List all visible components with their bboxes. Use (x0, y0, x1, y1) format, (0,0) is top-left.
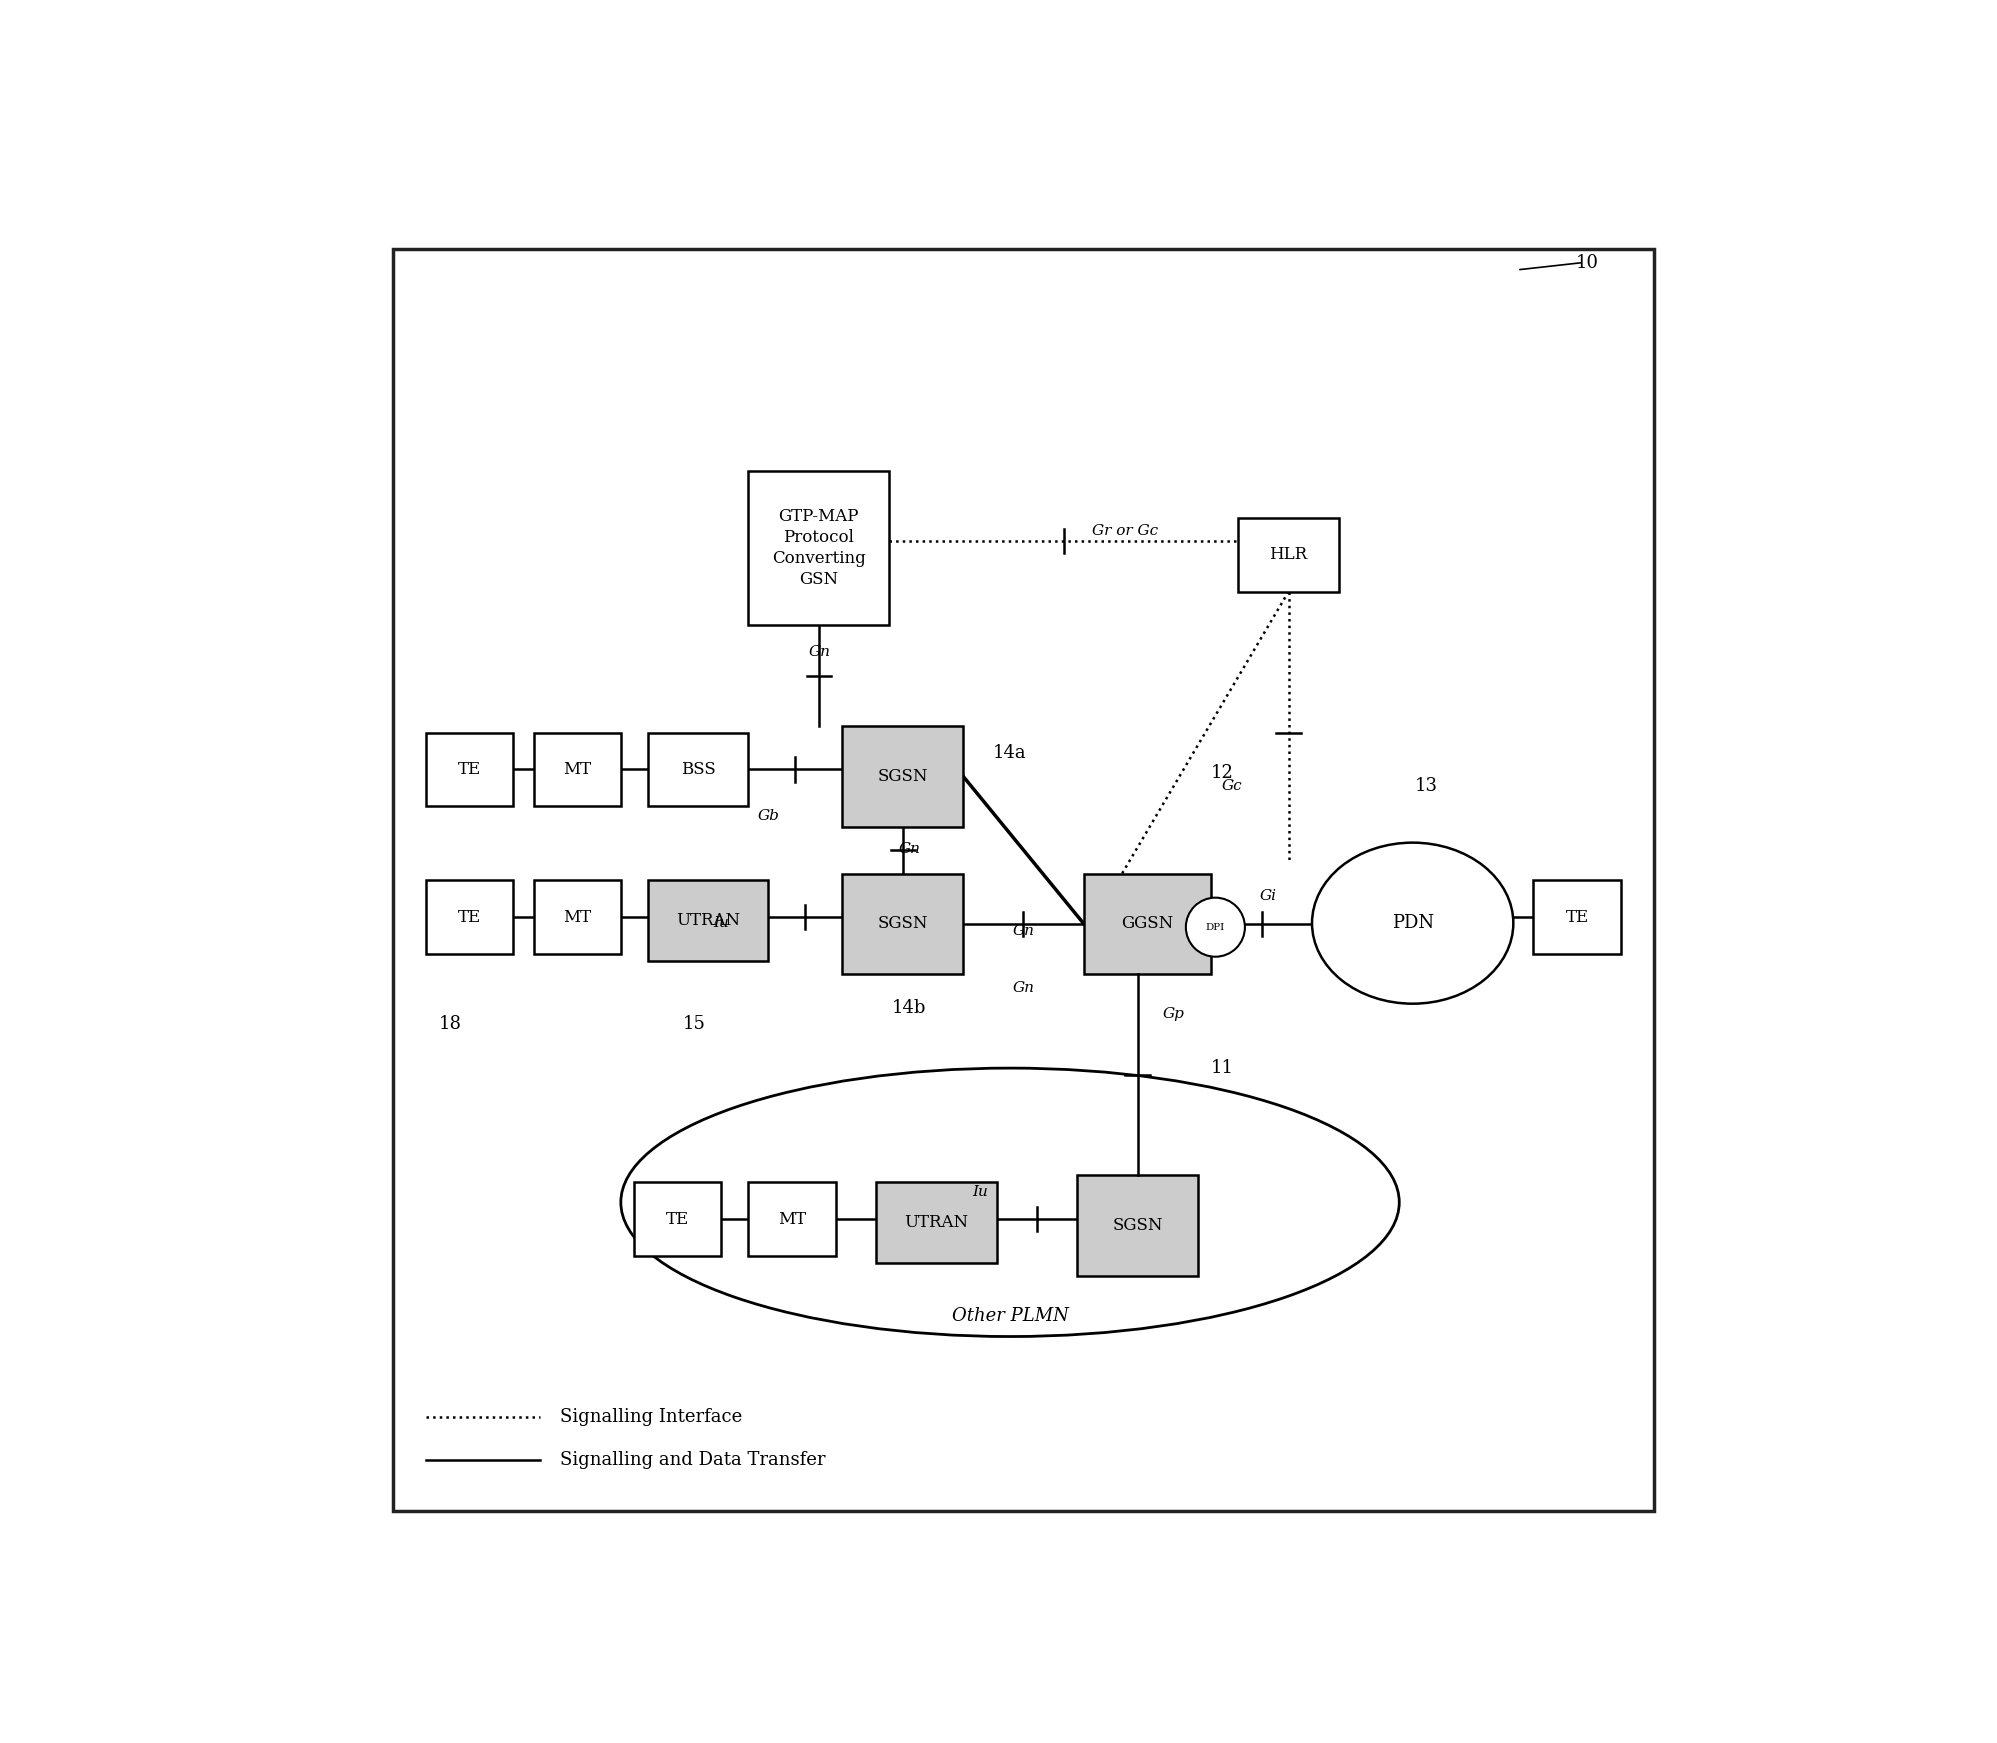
Text: HLR: HLR (1270, 546, 1308, 563)
FancyBboxPatch shape (647, 732, 749, 807)
FancyBboxPatch shape (533, 732, 621, 807)
FancyBboxPatch shape (1076, 1175, 1198, 1276)
FancyBboxPatch shape (1084, 873, 1212, 974)
Text: Signalling Interface: Signalling Interface (561, 1408, 743, 1426)
Text: 14b: 14b (893, 999, 927, 1016)
Text: MT: MT (563, 908, 591, 926)
Text: Gi: Gi (1260, 889, 1276, 903)
Text: GTP-MAP
Protocol
Converting
GSN: GTP-MAP Protocol Converting GSN (773, 509, 865, 587)
FancyBboxPatch shape (425, 732, 513, 807)
Text: 12: 12 (1210, 763, 1234, 783)
Text: Gn: Gn (809, 645, 831, 659)
Text: 15: 15 (683, 1014, 707, 1034)
Text: TE: TE (457, 908, 481, 926)
Text: PDN: PDN (1392, 913, 1434, 933)
FancyBboxPatch shape (877, 1182, 997, 1262)
Text: SGSN: SGSN (877, 767, 929, 784)
Text: Gn: Gn (1012, 924, 1034, 938)
Text: 10: 10 (1576, 254, 1600, 272)
Text: UTRAN: UTRAN (677, 912, 741, 929)
Text: Gc: Gc (1222, 779, 1242, 793)
Text: Gr or Gc: Gr or Gc (1092, 525, 1158, 539)
Text: GGSN: GGSN (1122, 915, 1174, 933)
Text: Iu: Iu (713, 917, 729, 931)
Text: 11: 11 (1210, 1060, 1234, 1077)
FancyBboxPatch shape (393, 249, 1654, 1511)
Text: 14a: 14a (993, 744, 1026, 762)
Text: Signalling and Data Transfer: Signalling and Data Transfer (561, 1450, 827, 1469)
Text: SGSN: SGSN (877, 915, 929, 933)
FancyBboxPatch shape (749, 1182, 835, 1257)
Text: MT: MT (563, 762, 591, 777)
FancyBboxPatch shape (635, 1182, 721, 1257)
Text: SGSN: SGSN (1112, 1217, 1162, 1234)
Text: UTRAN: UTRAN (905, 1213, 969, 1231)
Text: Gn: Gn (899, 842, 921, 856)
Text: Gn: Gn (1012, 981, 1034, 995)
FancyBboxPatch shape (533, 880, 621, 953)
FancyBboxPatch shape (1238, 518, 1338, 591)
FancyBboxPatch shape (1534, 880, 1622, 953)
FancyBboxPatch shape (425, 880, 513, 953)
FancyBboxPatch shape (843, 725, 963, 826)
Text: Other PLMN: Other PLMN (953, 1307, 1068, 1325)
Text: DPI: DPI (1206, 922, 1224, 933)
Ellipse shape (1312, 842, 1514, 1004)
FancyBboxPatch shape (647, 880, 769, 960)
Text: TE: TE (667, 1211, 689, 1227)
Circle shape (1186, 898, 1244, 957)
FancyBboxPatch shape (843, 873, 963, 974)
Text: Gb: Gb (757, 809, 779, 823)
Text: 13: 13 (1414, 777, 1438, 795)
Text: MT: MT (779, 1211, 807, 1227)
Text: TE: TE (1566, 908, 1590, 926)
Text: BSS: BSS (681, 762, 715, 777)
Text: TE: TE (457, 762, 481, 777)
Text: Gp: Gp (1162, 1007, 1184, 1021)
Text: Iu: Iu (973, 1185, 989, 1199)
Text: 18: 18 (439, 1014, 461, 1034)
FancyBboxPatch shape (749, 471, 889, 626)
